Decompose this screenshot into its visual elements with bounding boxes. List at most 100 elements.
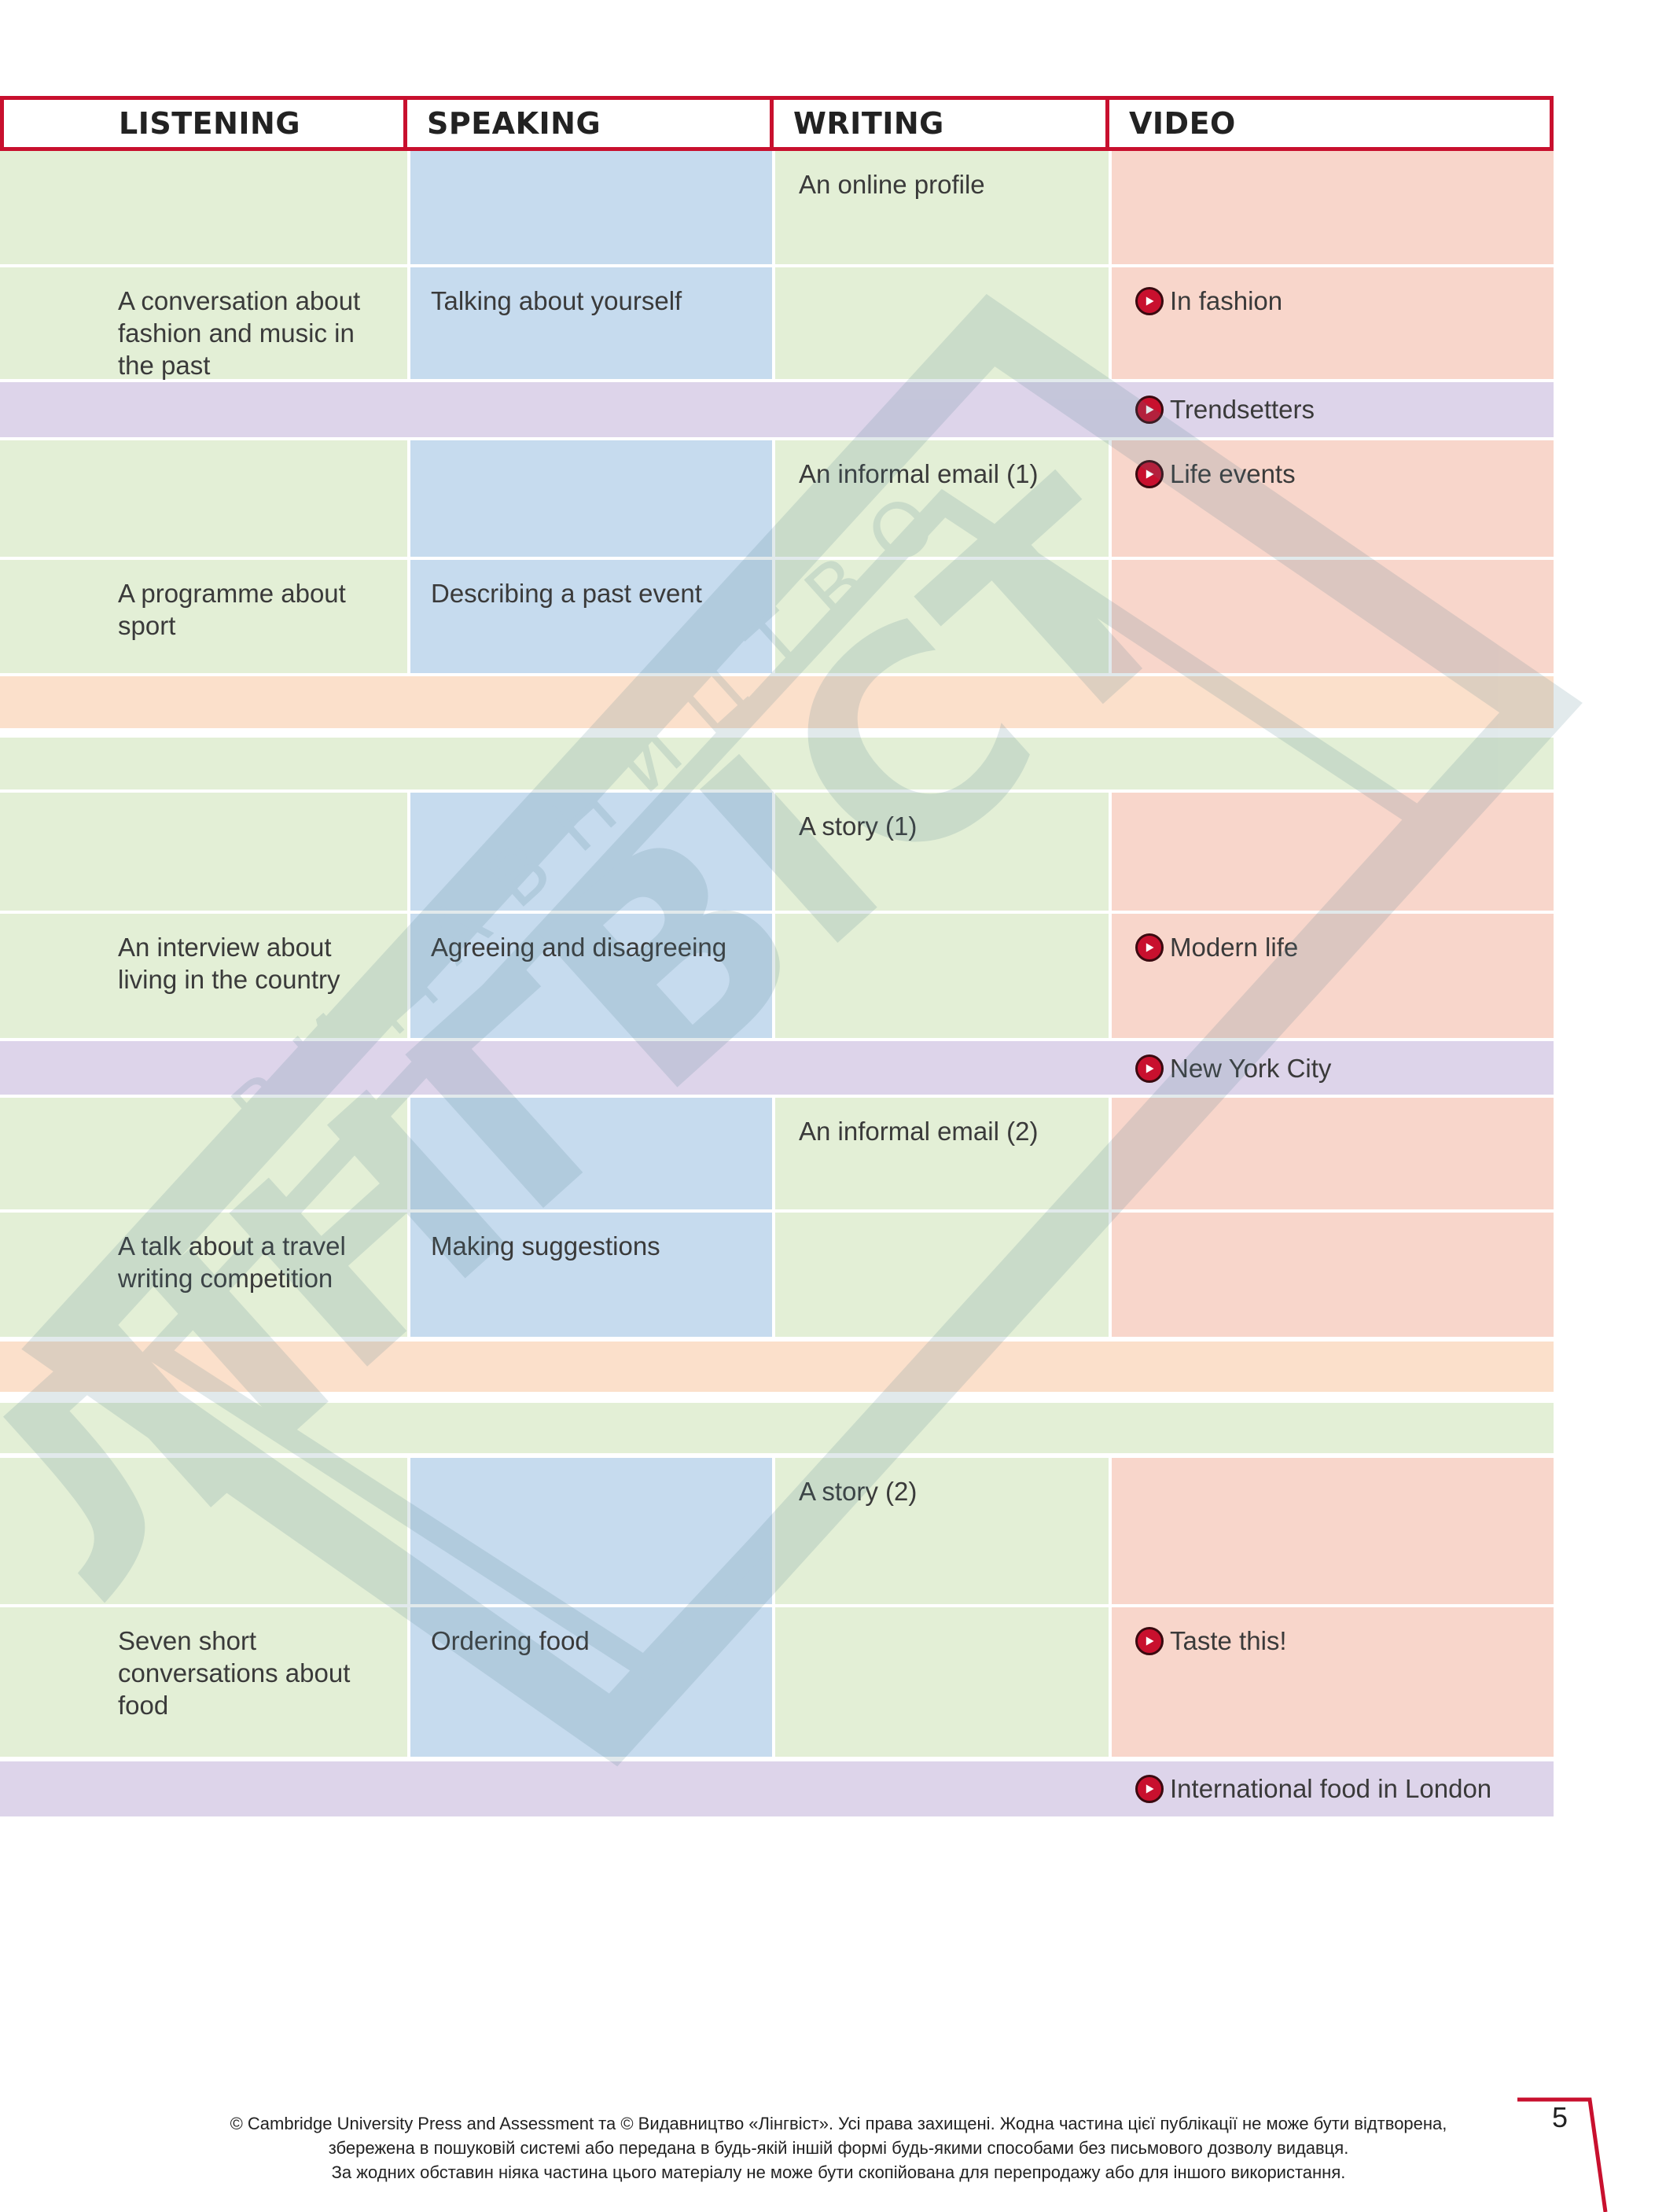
video-title: Taste this!	[1170, 1626, 1287, 1655]
video-cell: Modern life	[1112, 914, 1554, 1038]
writing-text: An online profile	[799, 170, 985, 199]
speaking-text: Agreeing and disagreeing	[431, 933, 727, 962]
table-row: An interview about living in the country…	[0, 914, 1554, 1038]
writing-text: An informal email (2)	[799, 1117, 1039, 1146]
listening-text: An interview about living in the country	[118, 933, 340, 994]
writing-cell: An informal email (1)	[775, 440, 1109, 557]
speaking-cell: Describing a past event	[410, 560, 772, 673]
speaking-text: Making suggestions	[431, 1231, 660, 1261]
video-link[interactable]: Life events	[1135, 458, 1296, 490]
table-row: An informal email (2)	[0, 1098, 1554, 1209]
listening-cell: A programme about sport	[0, 560, 407, 673]
header-listening: LISTENING	[0, 96, 407, 151]
speaking-text: Ordering food	[431, 1626, 590, 1655]
writing-cell	[775, 560, 1109, 673]
footer-line: За жодних обставин ніяка частина цього м…	[331, 2162, 1346, 2182]
play-icon	[1135, 395, 1164, 424]
speaking-cell: Agreeing and disagreeing	[410, 914, 772, 1038]
table-row: International food in London	[0, 1761, 1554, 1816]
page-number: 5	[1552, 2101, 1569, 2133]
speaking-cell	[410, 793, 772, 911]
footer-line: © Cambridge University Press and Assessm…	[230, 2114, 1447, 2133]
section-band	[0, 676, 1554, 728]
table-header: LISTENING SPEAKING WRITING VIDEO	[0, 96, 1554, 151]
play-icon	[1135, 933, 1164, 962]
listening-cell	[0, 1458, 407, 1604]
writing-cell	[775, 1607, 1109, 1757]
video-link[interactable]: New York City	[1135, 1052, 1331, 1084]
play-icon	[1135, 1054, 1164, 1083]
video-cell	[1112, 560, 1554, 673]
video-cell: In fashion	[1112, 267, 1554, 379]
speaking-cell: Making suggestions	[410, 1213, 772, 1337]
speaking-cell	[410, 1098, 772, 1209]
video-cell	[1112, 1458, 1554, 1604]
video-title: New York City	[1170, 1054, 1332, 1083]
writing-cell	[775, 267, 1109, 379]
table-row: An online profile	[0, 151, 1554, 264]
writing-text: A story (1)	[799, 812, 918, 841]
header-video: VIDEO	[1109, 96, 1554, 151]
table-row: A talk about a travel writing competitio…	[0, 1213, 1554, 1337]
speaking-text: Describing a past event	[431, 579, 702, 608]
speaking-text: Talking about yourself	[431, 286, 682, 315]
speaking-cell	[410, 151, 772, 264]
video-cell: Taste this!	[1112, 1607, 1554, 1757]
video-link[interactable]: In fashion	[1135, 285, 1282, 317]
writing-cell	[775, 1213, 1109, 1337]
table-row: New York City	[0, 1041, 1554, 1095]
section-band	[0, 738, 1554, 789]
video-cell	[1112, 151, 1554, 264]
table-row: A conversation about fashion and music i…	[0, 267, 1554, 380]
speaking-cell	[410, 440, 772, 557]
writing-text: A story (2)	[799, 1477, 918, 1506]
writing-cell: An online profile	[775, 151, 1109, 264]
listening-cell	[0, 1098, 407, 1209]
video-title: Life events	[1170, 459, 1296, 488]
section-band	[0, 1403, 1554, 1453]
table-row: Trendsetters	[0, 382, 1554, 437]
video-link[interactable]: Taste this!	[1135, 1625, 1287, 1657]
listening-text: A conversation about fashion and music i…	[118, 286, 361, 380]
table-row: A story (2)	[0, 1458, 1554, 1604]
video-cell	[1112, 1213, 1554, 1337]
video-cell: International food in London	[1112, 1761, 1554, 1816]
table-row: A story (1)	[0, 793, 1554, 911]
video-title: Trendsetters	[1170, 395, 1315, 424]
video-link[interactable]: International food in London	[1135, 1772, 1491, 1805]
header-writing: WRITING	[774, 96, 1109, 151]
speaking-cell: Ordering food	[410, 1607, 772, 1757]
video-cell	[1112, 793, 1554, 911]
listening-cell: Seven short conversations about food	[0, 1607, 407, 1757]
video-title: Modern life	[1170, 933, 1299, 962]
writing-cell: A story (1)	[775, 793, 1109, 911]
play-icon	[1135, 286, 1164, 315]
listening-text: A talk about a travel writing competitio…	[118, 1231, 346, 1293]
header-speaking: SPEAKING	[407, 96, 774, 151]
section-band-fill	[0, 1403, 1554, 1453]
video-cell: New York City	[1112, 1041, 1554, 1095]
play-icon	[1135, 1626, 1164, 1655]
video-link[interactable]: Trendsetters	[1135, 393, 1315, 425]
listening-text: A programme about sport	[118, 579, 346, 640]
listening-text: Seven short conversations about food	[118, 1626, 351, 1720]
writing-text: An informal email (1)	[799, 459, 1039, 488]
writing-cell: A story (2)	[775, 1458, 1109, 1604]
play-icon	[1135, 1774, 1164, 1803]
writing-cell	[775, 914, 1109, 1038]
play-icon	[1135, 459, 1164, 488]
section-band-fill	[0, 676, 1554, 728]
listening-cell	[0, 440, 407, 557]
listening-cell: A talk about a travel writing competitio…	[0, 1213, 407, 1337]
page-corner-mark	[1517, 2097, 1608, 2212]
listening-cell: An interview about living in the country	[0, 914, 407, 1038]
video-cell	[1112, 1098, 1554, 1209]
video-cell: Life events	[1112, 440, 1554, 557]
speaking-cell	[410, 1458, 772, 1604]
video-cell: Trendsetters	[1112, 382, 1554, 437]
listening-cell	[0, 793, 407, 911]
listening-cell	[0, 151, 407, 264]
copyright-footer: © Cambridge University Press and Assessm…	[0, 2111, 1677, 2184]
listening-cell: A conversation about fashion and music i…	[0, 267, 407, 380]
video-link[interactable]: Modern life	[1135, 931, 1298, 963]
